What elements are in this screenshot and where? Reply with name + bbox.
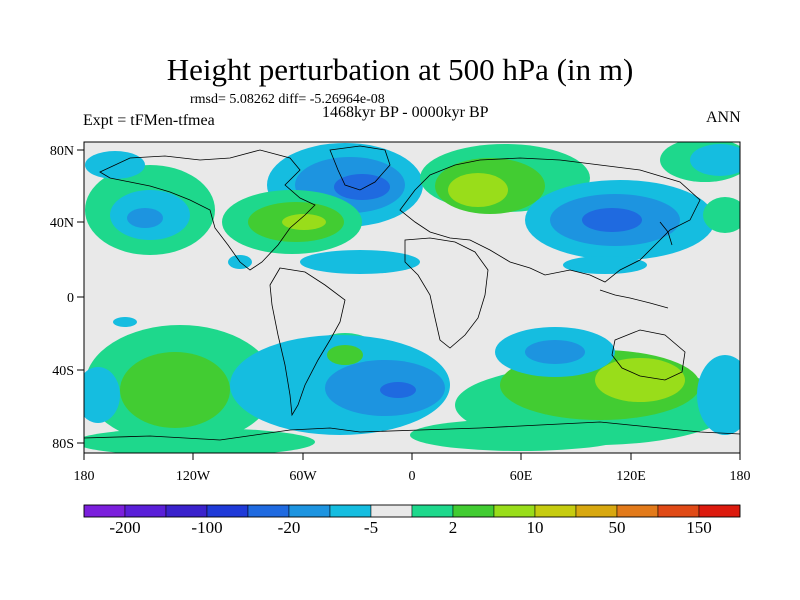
coast-japan — [659, 221, 673, 246]
colorbar-swatch — [534, 504, 577, 518]
colorbar-label: 50 — [609, 518, 626, 537]
x-tick-label: 0 — [409, 469, 416, 484]
colorbar-label: -20 — [278, 518, 301, 537]
height-field — [84, 142, 740, 453]
chart-title: Height perturbation at 500 hPa (in m) — [166, 52, 634, 87]
contour-neg-subtropic-atlantic — [300, 250, 420, 274]
colorbar-swatch — [411, 504, 454, 518]
y-tick-label: 40N — [50, 216, 74, 231]
y-tick-label: 80N — [50, 144, 74, 159]
contour-neg-south-west — [84, 367, 120, 423]
colorbar-swatch — [247, 504, 290, 518]
coast-greenland — [329, 145, 391, 191]
season-label: ANN — [706, 109, 741, 126]
colorbar-swatch — [493, 504, 536, 518]
colorbar-boxes — [83, 504, 741, 518]
coast-africa — [404, 237, 489, 349]
x-tick-label: 60E — [510, 469, 533, 484]
period-label: 1468kyr BP - 0000kyr BP — [322, 104, 489, 121]
colorbar-swatch — [698, 504, 741, 518]
contour-neg-south-east — [697, 355, 740, 435]
contour-pos-antarctic-east — [410, 419, 630, 451]
y-axis-labels: 80N 40N 0 40S 80S — [50, 144, 74, 452]
contour-pos-namerica-c — [282, 214, 326, 230]
colorbar-swatch — [616, 504, 659, 518]
coastlines — [84, 145, 740, 441]
x-tick-label: 60W — [289, 469, 317, 484]
colorbar-frame — [83, 504, 741, 518]
colorbar-swatch — [165, 504, 208, 518]
colorbar-swatch — [124, 504, 167, 518]
contour-neg-greenland-c — [334, 174, 390, 200]
y-tick-label: 0 — [67, 291, 74, 306]
colorbar-label: 150 — [686, 518, 712, 537]
x-tick-label: 180 — [730, 469, 751, 484]
axis-ticks — [77, 149, 741, 460]
coast-indonesia — [599, 289, 669, 309]
contour-pos-europe-c — [448, 173, 508, 207]
contour-pos-south-pacific-b — [120, 352, 230, 428]
coast-south-america — [269, 267, 346, 417]
coast-north-america — [99, 149, 316, 271]
colorbar-swatch — [329, 504, 372, 518]
contour-neg-arctic-east — [690, 144, 740, 176]
colorbar-swatch — [452, 504, 495, 518]
contour-pos-south-atlantic-b — [327, 345, 363, 365]
contour-pos-npacific-east — [703, 197, 740, 233]
colorbar-swatch — [83, 504, 126, 518]
x-tick-label: 120E — [616, 469, 646, 484]
colorbar-swatch — [575, 504, 618, 518]
contour-neg-south-america-c — [380, 382, 416, 398]
colorbar-label: 2 — [449, 518, 458, 537]
coast-australia — [611, 329, 686, 381]
colorbar-swatch — [657, 504, 700, 518]
colorbar-swatch — [370, 504, 413, 518]
contour-pos-south-indian-c — [595, 358, 685, 402]
colorbar-swatch — [288, 504, 331, 518]
y-tick-label: 40S — [52, 364, 74, 379]
colorbar-label: -200 — [109, 518, 140, 537]
colorbar-label: -100 — [191, 518, 222, 537]
experiment-label: Expt = tFMen-tfmea — [83, 112, 215, 129]
contour-neg-antarctic-small — [113, 317, 137, 327]
contour-neg-npacific-west-b — [127, 208, 163, 228]
colorbar-swatch — [206, 504, 249, 518]
coast-antarctica — [84, 421, 740, 441]
contour-neg-south-indian-b — [525, 340, 585, 364]
y-tick-label: 80S — [52, 437, 74, 452]
x-tick-label: 120W — [176, 469, 211, 484]
x-axis-labels: 180 120W 60W 0 60E 120E 180 — [74, 469, 751, 484]
stats-text: rmsd= 5.08262 diff= -5.26964e-08 — [190, 92, 385, 107]
colorbar-label: -5 — [364, 518, 378, 537]
contour-pos-antarctic-west — [84, 428, 315, 453]
coast-europe-asia — [399, 157, 701, 283]
colorbar-label: 10 — [527, 518, 544, 537]
x-tick-label: 180 — [74, 469, 95, 484]
colorbar: -200 -100 -20 -5 2 10 50 150 — [83, 504, 741, 537]
contour-neg-npacific-c — [582, 208, 642, 232]
contour-neg-subtropic-indian — [563, 256, 647, 274]
